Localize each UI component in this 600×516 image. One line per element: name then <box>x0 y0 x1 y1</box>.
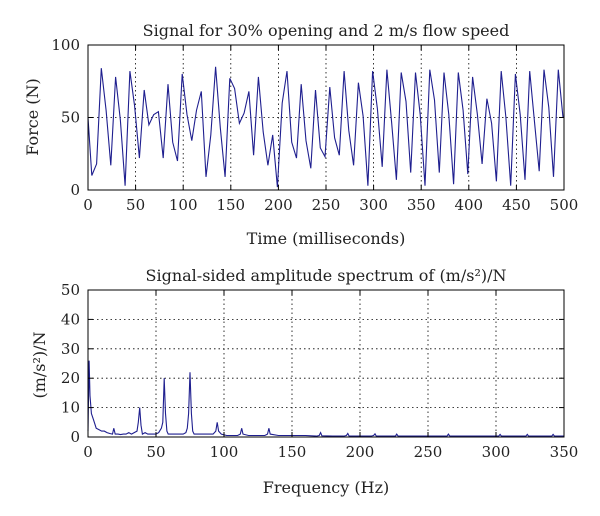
series-line <box>87 360 564 437</box>
y-tick-label: 20 <box>61 369 80 387</box>
y-tick-label: 10 <box>61 399 80 417</box>
x-axis-label: Time (milliseconds) <box>247 229 406 248</box>
x-tick-label: 450 <box>502 196 531 214</box>
y-tick-label: 50 <box>61 281 80 299</box>
x-ticks: 0 50 100 150 200 250 300 350 400 450 500 <box>83 45 578 214</box>
x-tick-label: 250 <box>312 196 341 214</box>
x-tick-label: 250 <box>414 443 443 461</box>
y-axis-label: Force (N) <box>23 78 42 156</box>
x-tick-label: 300 <box>359 196 388 214</box>
x-tick-label: 300 <box>482 443 511 461</box>
x-tick-label: 100 <box>169 196 198 214</box>
x-tick-label: 0 <box>83 196 93 214</box>
x-tick-label: 100 <box>210 443 239 461</box>
x-tick-label: 50 <box>126 196 145 214</box>
x-tick-label: 0 <box>83 443 93 461</box>
force-time-chart: Signal for 30% opening and 2 m/s flow sp… <box>23 21 578 248</box>
x-tick-label: 500 <box>550 196 579 214</box>
x-tick-label: 200 <box>346 443 375 461</box>
x-tick-label: 350 <box>407 196 436 214</box>
x-tick-label: 350 <box>550 443 579 461</box>
plot-frame <box>87 289 565 438</box>
x-ticks: 0 50 100 150 200 250 300 350 <box>83 290 578 461</box>
x-tick-label: 50 <box>146 443 165 461</box>
y-tick-label: 100 <box>51 36 80 54</box>
y-tick-label: 0 <box>70 428 80 446</box>
y-tick-label: 50 <box>61 109 80 127</box>
x-tick-label: 200 <box>264 196 293 214</box>
y-ticks: 0 10 20 30 40 50 <box>61 281 564 446</box>
x-axis-label: Frequency (Hz) <box>263 478 390 497</box>
x-tick-label: 400 <box>454 196 483 214</box>
x-tick-label: 150 <box>216 196 245 214</box>
series-line <box>87 66 564 188</box>
grid <box>88 290 564 437</box>
x-tick-label: 150 <box>278 443 307 461</box>
amplitude-spectrum-chart: Signal-sided amplitude spectrum of (m/s²… <box>30 266 578 497</box>
chart-title: Signal for 30% opening and 2 m/s flow sp… <box>143 21 510 40</box>
y-axis-label: (m/s²)/N <box>30 331 49 398</box>
chart-title: Signal-sided amplitude spectrum of (m/s²… <box>146 266 507 285</box>
y-ticks: 0 50 100 <box>51 36 564 199</box>
y-tick-label: 30 <box>61 340 80 358</box>
y-tick-label: 40 <box>61 310 80 328</box>
y-tick-label: 0 <box>70 181 80 199</box>
